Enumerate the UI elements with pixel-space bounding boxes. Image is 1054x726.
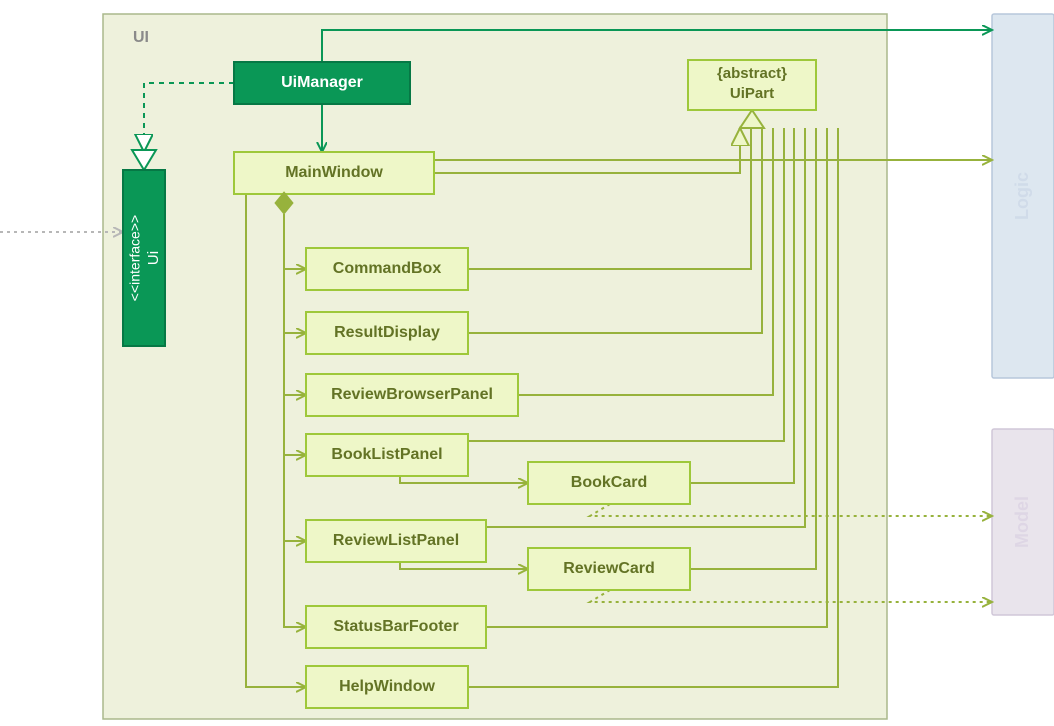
node-label-help_win: HelpWindow: [339, 678, 435, 695]
node-label-bot-ui_interface: Ui: [145, 251, 162, 265]
node-label-bot-ui_part: UiPart: [730, 85, 774, 102]
node-label-rev_card: ReviewCard: [563, 560, 655, 577]
package-ui: [103, 14, 887, 719]
uml-diagram: UI Logic Model UiManager <<interface>>Ui Main…: [0, 0, 1054, 726]
ext-label-logic: Logic: [1012, 172, 1032, 220]
node-label-rev_list: ReviewListPanel: [333, 532, 459, 549]
node-label-rev_browser: ReviewBrowserPanel: [331, 386, 493, 403]
node-label-main_window: MainWindow: [285, 164, 383, 181]
node-label-command_box: CommandBox: [333, 260, 442, 277]
node-label-result_disp: ResultDisplay: [334, 324, 440, 341]
node-label-top-ui_interface: <<interface>>: [127, 215, 143, 301]
node-label-book_list: BookListPanel: [331, 446, 442, 463]
node-label-top-ui_part: {abstract}: [717, 65, 787, 82]
node-label-status_bar: StatusBarFooter: [333, 618, 458, 635]
node-label-ui_manager: UiManager: [281, 74, 363, 91]
package-label: UI: [133, 29, 149, 46]
ext-label-model: Model: [1012, 496, 1032, 548]
node-label-book_card: BookCard: [571, 474, 647, 491]
